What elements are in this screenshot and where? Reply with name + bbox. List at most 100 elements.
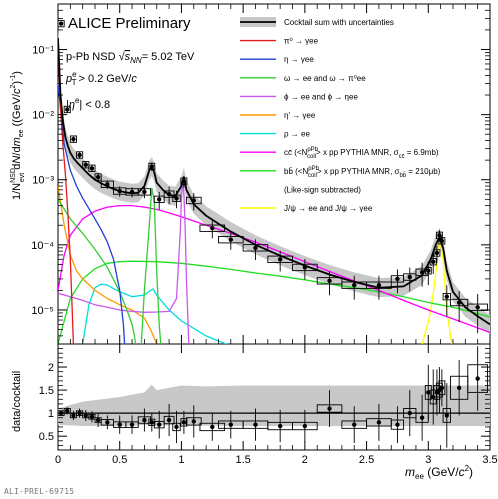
ratio-point (89, 414, 95, 420)
series-jpsi-line (421, 239, 453, 344)
xtick-label: 1 (178, 454, 184, 466)
top-point (327, 278, 332, 284)
top-point (426, 268, 431, 273)
ratio-ytick-label: 0.5 (39, 431, 54, 443)
ratio-point (395, 422, 400, 427)
legend-pi0-label: π⁰ → γee (284, 37, 319, 46)
ratio-point (456, 385, 462, 390)
xtick-label: 2.5 (359, 454, 374, 466)
ratio-point (77, 410, 82, 416)
top-ytick-label: 10⁻² (32, 110, 54, 122)
top-point (174, 196, 179, 201)
pt-cut-label: pe T > 0.2 GeV/c (65, 70, 137, 87)
legend: Cocktail sum with uncertainties π⁰ → γee η… (240, 17, 441, 213)
top-point (437, 233, 442, 238)
cocktail-components (58, 37, 490, 344)
top-point (419, 270, 425, 275)
chart-title: ALICE Preliminary (68, 15, 191, 32)
top-point (475, 305, 480, 310)
top-point (71, 136, 76, 142)
series-phi-line (58, 179, 190, 344)
top-point (277, 257, 283, 262)
legend-like-sign-note: (Like-sign subtracted) (284, 185, 361, 194)
xtick-label: 1.5 (235, 454, 250, 466)
top-point-syst-box (69, 135, 77, 143)
ratio-point (439, 385, 445, 390)
ratio-point (327, 406, 332, 411)
legend-jpsi-label: J/ψ → ee and J/ψ → γee (284, 204, 373, 213)
ratio-point (228, 422, 233, 427)
ratio-ytick-label: 1.5 (39, 385, 54, 397)
top-point (83, 162, 88, 167)
top-point (210, 226, 215, 231)
top-point (395, 276, 400, 282)
top-point (352, 282, 357, 288)
top-point (434, 250, 440, 256)
top-ytick-label: 10⁻¹ (32, 45, 54, 57)
ratio-point (407, 410, 412, 416)
legend-omega-label: ω → ee and ω → π⁰ee (284, 74, 366, 83)
legend-rho-label: ρ → ee (284, 130, 310, 139)
ratio-point (376, 420, 382, 425)
ratio-axis-title: data/cocktail (11, 371, 23, 432)
top-point-syst-box (63, 105, 71, 114)
series-rho-line (82, 283, 228, 344)
legend-cocktail-label: Cocktail sum with uncertainties (284, 18, 394, 27)
xtick-label: 3 (425, 454, 431, 466)
legend-phi-label: ϕ → ee and ϕ → ηee (284, 92, 358, 101)
ratio-point (157, 422, 162, 427)
top-point (456, 300, 462, 305)
top-point (77, 152, 82, 158)
ratio-point (65, 408, 70, 414)
ratio-point (352, 422, 357, 427)
top-point (89, 166, 95, 171)
top-point (302, 265, 308, 270)
top-y-axis: 10⁻⁵ 10⁻⁴ 10⁻³ 10⁻² 10⁻¹ (31, 3, 490, 337)
ratio-point (174, 424, 179, 430)
xtick-label: 0.5 (112, 454, 127, 466)
xtick-label: 2 (302, 454, 308, 466)
series-bbbar-line (58, 260, 490, 344)
eta-cut-label: |ηe| < 0.8 (66, 96, 110, 111)
series-omega-line (58, 187, 162, 344)
top-point (228, 237, 233, 242)
top-point-syst-box (58, 19, 65, 28)
top-point (157, 197, 162, 202)
top-point (105, 182, 110, 187)
ratio-point (117, 422, 122, 427)
top-point (191, 198, 196, 203)
ratio-band (58, 384, 490, 426)
top-ytick-label: 10⁻⁴ (31, 240, 54, 252)
top-point (439, 238, 445, 244)
top-point (181, 178, 187, 184)
ratio-point (426, 390, 431, 395)
ratio-point (277, 423, 283, 429)
legend-ccbar-label: cc̄ (<NpPb coll> x pp PYTHIA MNR, σcc̄ = … (284, 147, 439, 160)
top-point (149, 164, 155, 169)
legend-etaprime-label: η' → γee (284, 111, 316, 120)
top-ytick-label: 10⁻⁵ (31, 305, 54, 317)
top-point (376, 282, 382, 288)
ratio-point (191, 419, 196, 424)
ratio-point (210, 424, 215, 430)
ratio-point (83, 413, 88, 418)
legend-bbbar-label: bb̄ (<NpPb coll> x pp PYTHIA MNR, σbb̄ = … (284, 166, 441, 179)
ratio-point (431, 394, 436, 400)
top-point (129, 189, 135, 195)
top-point (142, 189, 147, 195)
top-point (65, 107, 70, 112)
bottom-y-axis: 0.5 1 1.5 2 (39, 348, 490, 446)
y-axis-title: 1/NNSD evt dN/dmee ((GeV/c2)-1) (10, 71, 26, 200)
ratio-point (71, 413, 76, 418)
top-point (431, 259, 436, 264)
xtick-label: 3.5 (482, 454, 497, 466)
ratio-point (142, 417, 147, 423)
top-point (95, 174, 101, 180)
ratio-point (95, 417, 101, 423)
xtick-label: 0 (55, 454, 61, 466)
ratio-point (253, 422, 258, 427)
x-axis: 0 0.5 1 1.5 2 2.5 3 3.5 (55, 4, 498, 466)
ratio-ytick-label: 2 (48, 362, 54, 374)
ratio-data-points (58, 346, 488, 448)
